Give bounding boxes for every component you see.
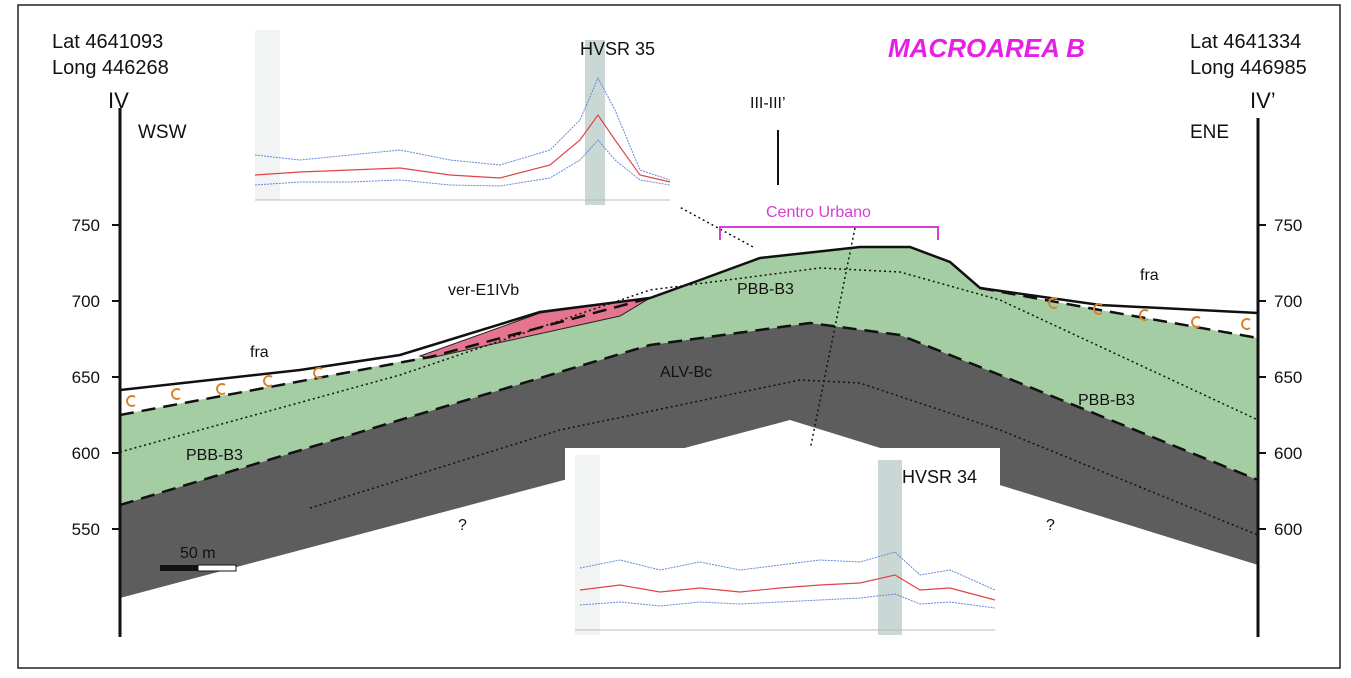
unit-label: ver-E1IVb [448,282,519,299]
section-label: III-III’ [750,95,786,112]
coordinate: Long 446985 [1190,57,1307,79]
tick-label: 750 [1274,216,1302,235]
tick-label: 550 [72,520,100,539]
unit-label: fra [250,344,269,361]
unit-label: fra [1140,267,1159,284]
title: MACROAREA B [888,33,1085,63]
tick-label: 600 [72,444,100,463]
tick-label: 600 [1274,520,1302,539]
tick-label: 700 [1274,292,1302,311]
unit-label: PBB-B3 [186,447,243,464]
unit-label: PBB-B3 [737,281,794,298]
tick-label: 600 [1274,444,1302,463]
tick-label: 650 [72,368,100,387]
scale-bar [160,565,198,571]
direction: WSW [138,122,187,143]
tick-label: 750 [72,216,100,235]
unit-label: ? [458,517,467,534]
scale-bar [198,565,236,571]
coordinate: Lat 4641093 [52,31,163,53]
unit-label: PBB-B3 [1078,392,1135,409]
unit-label: ALV-Bc [660,364,712,381]
scale-label: 50 m [180,545,216,562]
tick-label: 650 [1274,368,1302,387]
direction: ENE [1190,122,1229,143]
section-label: IV’ [1250,88,1276,113]
inset-title: HVSR 34 [902,467,977,487]
coordinate: Lat 4641334 [1190,31,1301,53]
unit-label: ? [1046,517,1055,534]
coordinate: Long 446268 [52,57,169,79]
section-label: IV [108,88,129,113]
area-label: Centro Urbano [766,204,871,221]
inset-title: HVSR 35 [580,39,655,59]
tick-label: 700 [72,292,100,311]
cross-section: 750 700 650 600 550 750 700 650 600 600 Lat 46410… [0,0,1351,673]
